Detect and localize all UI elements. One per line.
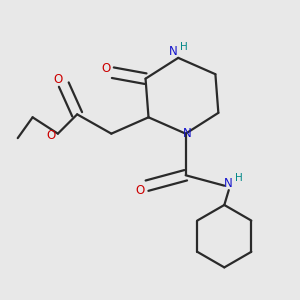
Text: N: N [183, 127, 191, 140]
Text: N: N [169, 45, 177, 58]
Text: H: H [235, 173, 242, 183]
Text: O: O [102, 62, 111, 75]
Text: O: O [53, 73, 62, 86]
Text: H: H [180, 42, 188, 52]
Text: O: O [136, 184, 145, 196]
Text: O: O [47, 129, 56, 142]
Text: N: N [224, 177, 232, 190]
